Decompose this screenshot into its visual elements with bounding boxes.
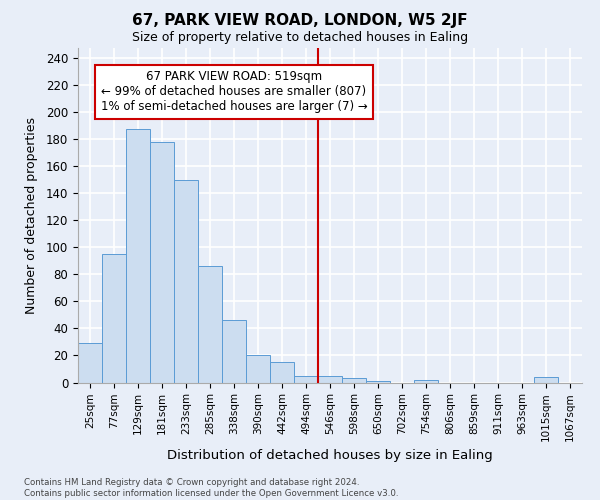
- Bar: [198, 266, 222, 382]
- Text: Size of property relative to detached houses in Ealing: Size of property relative to detached ho…: [132, 31, 468, 44]
- Text: 67 PARK VIEW ROAD: 519sqm
← 99% of detached houses are smaller (807)
1% of semi-: 67 PARK VIEW ROAD: 519sqm ← 99% of detac…: [101, 70, 367, 114]
- Bar: [150, 142, 174, 382]
- Bar: [366, 381, 390, 382]
- Bar: [222, 320, 246, 382]
- Bar: [270, 362, 294, 382]
- Text: Contains HM Land Registry data © Crown copyright and database right 2024.
Contai: Contains HM Land Registry data © Crown c…: [24, 478, 398, 498]
- Bar: [102, 254, 126, 382]
- Text: 67, PARK VIEW ROAD, LONDON, W5 2JF: 67, PARK VIEW ROAD, LONDON, W5 2JF: [132, 12, 468, 28]
- Bar: [342, 378, 366, 382]
- Bar: [414, 380, 438, 382]
- Bar: [126, 128, 150, 382]
- Y-axis label: Number of detached properties: Number of detached properties: [25, 116, 38, 314]
- Bar: [174, 180, 198, 382]
- Bar: [78, 344, 102, 382]
- Bar: [294, 376, 318, 382]
- Bar: [318, 376, 342, 382]
- Bar: [246, 356, 270, 382]
- X-axis label: Distribution of detached houses by size in Ealing: Distribution of detached houses by size …: [167, 449, 493, 462]
- Bar: [534, 377, 558, 382]
